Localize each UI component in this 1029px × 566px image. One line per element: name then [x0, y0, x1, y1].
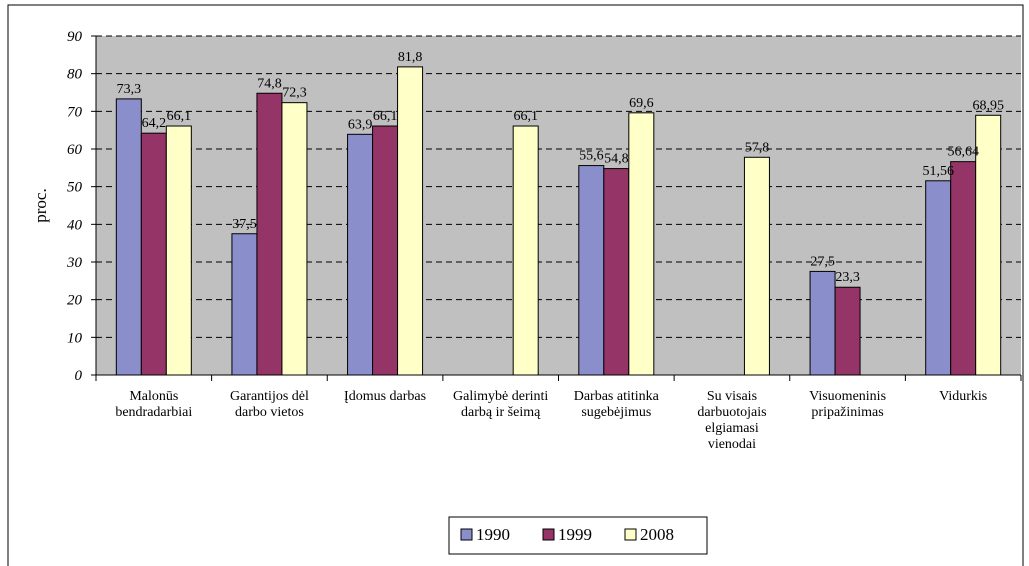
- data-label: 56,64: [947, 145, 979, 160]
- bar-2008: [165, 125, 192, 376]
- bar-1999: [372, 125, 399, 376]
- legend: 1990 1999 2008: [448, 516, 708, 555]
- legend-swatch: [542, 528, 555, 541]
- bar-1990: [347, 133, 374, 376]
- data-label: 51,56: [922, 164, 954, 179]
- category-label: Su visais darbuotojais elgiamasi vienodai: [697, 389, 766, 452]
- bar-1999: [256, 92, 283, 376]
- data-label: 73,3: [117, 82, 142, 97]
- bar-1990: [925, 180, 952, 376]
- bar-1990: [115, 98, 142, 376]
- category-label: Įdomus darbas: [344, 389, 426, 404]
- data-label: 66,1: [167, 109, 192, 124]
- bar-2008: [512, 125, 539, 376]
- legend-label: 2008: [640, 525, 674, 544]
- data-label: 64,2: [142, 116, 167, 131]
- bar-1999: [140, 132, 167, 376]
- data-label: 55,6: [579, 149, 604, 164]
- bar-2008: [743, 156, 770, 376]
- bars: [115, 66, 1002, 376]
- category-label: Malonūs bendradarbiai: [115, 389, 192, 420]
- y-tick-label: 90: [67, 29, 83, 45]
- data-label: 69,6: [629, 96, 654, 111]
- bar-2008: [628, 112, 655, 376]
- legend-box: [448, 516, 708, 555]
- y-tick-labels: 0 10 20 30 40 50 60 70 80 90: [66, 29, 83, 384]
- bar-2008: [397, 66, 424, 376]
- y-tick-label: 0: [75, 368, 83, 384]
- data-label: 68,95: [972, 98, 1004, 113]
- bar-1990: [578, 165, 605, 376]
- y-tick-label: 70: [67, 104, 83, 120]
- data-label: 72,3: [282, 86, 307, 101]
- category-label: Garantijos dėl darbo vietos: [230, 389, 309, 420]
- category-label: Darbas atitinka sugebėjimus: [574, 389, 660, 420]
- bar-2008: [281, 102, 308, 376]
- axes: [91, 35, 1022, 381]
- bar-1999: [834, 286, 861, 376]
- y-tick-label: 30: [66, 255, 83, 271]
- data-labels: 73,364,2 66,137,574,872,363,966,181,866,1…: [117, 50, 1004, 285]
- y-tick-label: 80: [67, 67, 83, 83]
- gridlines: [96, 35, 1021, 338]
- data-label: 23,3: [835, 270, 860, 285]
- data-label: 27,5: [810, 254, 835, 269]
- y-tick-label: 40: [67, 217, 83, 233]
- y-axis-label: proc.: [31, 188, 50, 222]
- data-label: 66,1: [373, 109, 398, 124]
- data-label: 66,1: [513, 109, 538, 124]
- bar-2008: [975, 114, 1002, 376]
- category-label: Vidurkis: [939, 389, 987, 404]
- data-label: 54,8: [604, 152, 629, 167]
- bar-1990: [231, 233, 258, 376]
- category-label: Galimybė derinti darbą ir šeimą: [453, 389, 548, 420]
- category-labels: Malonūs bendradarbiai Garantijos dėl darbo …: [115, 389, 987, 452]
- legend-swatch: [460, 528, 473, 541]
- category-label: Visuomeninis pripažinimas: [809, 389, 886, 420]
- legend-label: 1990: [476, 525, 510, 544]
- y-tick-label: 60: [67, 142, 83, 158]
- data-label: 63,9: [348, 117, 373, 132]
- legend-swatch: [624, 528, 637, 541]
- data-label: 81,8: [398, 50, 423, 65]
- y-tick-label: 10: [67, 330, 83, 346]
- data-label: 74,8: [257, 76, 282, 91]
- y-tick-label: 50: [67, 180, 83, 196]
- y-tick-label: 20: [67, 293, 83, 309]
- bar-1999: [603, 168, 630, 376]
- legend-label: 1999: [558, 525, 592, 544]
- bar-1990: [809, 270, 836, 376]
- data-label: 57,8: [745, 140, 770, 155]
- data-label: 37,5: [232, 217, 257, 232]
- bar-1999: [950, 161, 977, 376]
